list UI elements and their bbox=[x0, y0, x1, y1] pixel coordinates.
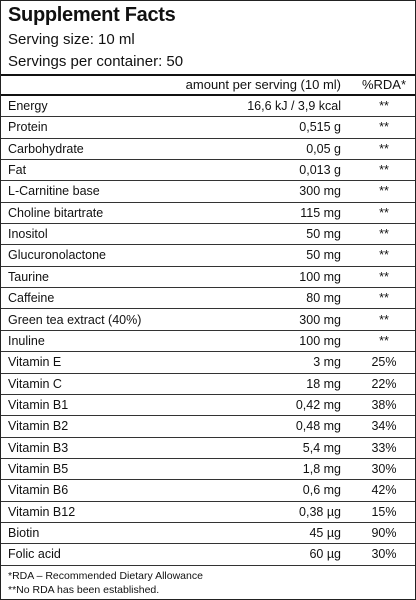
nutrient-name: Taurine bbox=[8, 269, 49, 284]
amount: 100 mg bbox=[299, 333, 341, 348]
rda: 42% bbox=[371, 483, 397, 498]
table-row: Green tea extract (40%) 300 mg ** bbox=[1, 310, 415, 331]
rda: 22% bbox=[371, 376, 397, 391]
nutrient-name: Vitamin B3 bbox=[8, 440, 69, 455]
table-row: Vitamin B12 0,38 µg 15% bbox=[1, 502, 415, 523]
nutrient-name: Vitamin B12 bbox=[8, 504, 76, 519]
table-header: amount per serving (10 ml) %RDA* bbox=[1, 76, 415, 94]
amount: 45 µg bbox=[309, 526, 341, 540]
amount: 100 mg bbox=[299, 269, 341, 284]
rda: ** bbox=[379, 269, 389, 284]
rda: ** bbox=[379, 312, 389, 327]
amount: 0,42 mg bbox=[295, 397, 341, 412]
rda: 38% bbox=[371, 397, 397, 412]
column-header: %RDA* bbox=[361, 77, 407, 92]
rda: ** bbox=[379, 205, 389, 220]
amount: 80 mg bbox=[306, 291, 341, 306]
rda: 90% bbox=[371, 526, 397, 540]
table-row: Vitamin B1 0,42 mg 38% bbox=[1, 395, 415, 417]
divider bbox=[1, 74, 415, 76]
amount: 300 mg bbox=[299, 184, 341, 199]
rda: 34% bbox=[371, 419, 397, 434]
table-row: Choline bitartrate 115 mg ** bbox=[1, 203, 415, 225]
amount: 0,013 g bbox=[299, 163, 341, 178]
nutrient-name: Vitamin E bbox=[8, 355, 62, 370]
table-row: Vitamin B2 0,48 mg 34% bbox=[1, 416, 415, 438]
table-row: Vitamin B5 1,8 mg 30% bbox=[1, 459, 415, 481]
nutrient-name: Caffeine bbox=[8, 291, 55, 306]
amount: 16,6 kJ / 3,9 kcal bbox=[247, 99, 341, 113]
table-row: Energy 16,6 kJ / 3,9 kcal ** bbox=[1, 96, 415, 118]
footnote: **No RDA has been established. bbox=[8, 584, 160, 596]
table-row: Carbohydrate 0,05 g ** bbox=[1, 139, 415, 161]
amount: 18 mg bbox=[306, 376, 341, 391]
nutrient-name: Vitamin B2 bbox=[8, 419, 69, 434]
rda: ** bbox=[379, 333, 389, 348]
rda: 33% bbox=[371, 440, 397, 455]
rda: ** bbox=[379, 120, 389, 135]
rda: ** bbox=[379, 163, 389, 178]
rda: ** bbox=[379, 99, 389, 113]
table-row: Biotin 45 µg 90% bbox=[1, 523, 415, 545]
table-row: Inuline 100 mg ** bbox=[1, 331, 415, 353]
nutrient-name: Fat bbox=[8, 163, 27, 178]
amount: 115 mg bbox=[300, 205, 341, 220]
amount: 0,38 µg bbox=[299, 504, 341, 519]
rda: 15% bbox=[371, 504, 397, 519]
table-row: Fat 0,013 g ** bbox=[1, 160, 415, 182]
nutrient-name: Vitamin B6 bbox=[8, 483, 69, 498]
amount: 5,4 mg bbox=[302, 440, 341, 455]
serving-size: Serving size: 10 ml bbox=[8, 31, 135, 48]
amount: 50 mg bbox=[306, 227, 341, 242]
nutrient-name: Energy bbox=[8, 99, 48, 113]
rda: ** bbox=[379, 248, 389, 263]
nutrient-name: Green tea extract (40%) bbox=[8, 312, 142, 327]
table-row: Vitamin C 18 mg 22% bbox=[1, 374, 415, 395]
title: Supplement Facts bbox=[8, 4, 176, 26]
servings-per-container: Servings per container: 50 bbox=[8, 53, 184, 70]
divider bbox=[1, 94, 415, 96]
amount: 300 mg bbox=[299, 312, 341, 327]
table-row: Folic acid 60 µg 30% bbox=[1, 544, 415, 566]
amount: 0,6 mg bbox=[302, 483, 341, 498]
rda: ** bbox=[379, 184, 389, 199]
nutrient-name: Vitamin B1 bbox=[8, 397, 69, 412]
nutrient-name: Glucuronolactone bbox=[8, 248, 106, 263]
amount: 1,8 mg bbox=[302, 461, 341, 476]
footnote: *RDA – Recommended Dietary Allowance bbox=[8, 570, 203, 582]
rda: ** bbox=[379, 227, 389, 242]
nutrient-name: Vitamin C bbox=[8, 376, 62, 391]
rda: 30% bbox=[371, 461, 397, 476]
rda: ** bbox=[379, 291, 389, 306]
amount: 60 µg bbox=[309, 547, 341, 562]
amount: 3 mg bbox=[313, 355, 341, 370]
nutrient-name: Folic acid bbox=[8, 547, 61, 562]
table-row: Protein 0,515 g ** bbox=[1, 117, 415, 139]
rda: 25% bbox=[371, 355, 397, 370]
amount: 50 mg bbox=[306, 248, 341, 263]
table-row: Vitamin B6 0,6 mg 42% bbox=[1, 480, 415, 502]
amount: 0,05 g bbox=[306, 141, 341, 156]
rda: 30% bbox=[371, 547, 397, 562]
table-row: Vitamin B3 5,4 mg 33% bbox=[1, 438, 415, 459]
table-row: Caffeine 80 mg ** bbox=[1, 288, 415, 310]
nutrient-name: Vitamin B5 bbox=[8, 461, 69, 476]
nutrient-name: L-Carnitine base bbox=[8, 184, 100, 199]
table-row: Glucuronolactone 50 mg ** bbox=[1, 245, 415, 267]
column-header: amount per serving (10 ml) bbox=[185, 77, 341, 92]
nutrient-name: Protein bbox=[8, 120, 48, 135]
nutrient-name: Inositol bbox=[8, 227, 48, 242]
table-row: L-Carnitine base 300 mg ** bbox=[1, 181, 415, 203]
nutrient-name: Biotin bbox=[8, 526, 40, 540]
amount: 0,48 mg bbox=[295, 419, 341, 434]
table-row: Vitamin E 3 mg 25% bbox=[1, 352, 415, 374]
nutrient-name: Inuline bbox=[8, 333, 45, 348]
nutrient-name: Carbohydrate bbox=[8, 141, 84, 156]
rda: ** bbox=[379, 141, 389, 156]
nutrient-name: Choline bitartrate bbox=[8, 205, 104, 220]
table-row: Inositol 50 mg ** bbox=[1, 224, 415, 246]
amount: 0,515 g bbox=[299, 120, 341, 135]
table-row: Taurine 100 mg ** bbox=[1, 267, 415, 289]
